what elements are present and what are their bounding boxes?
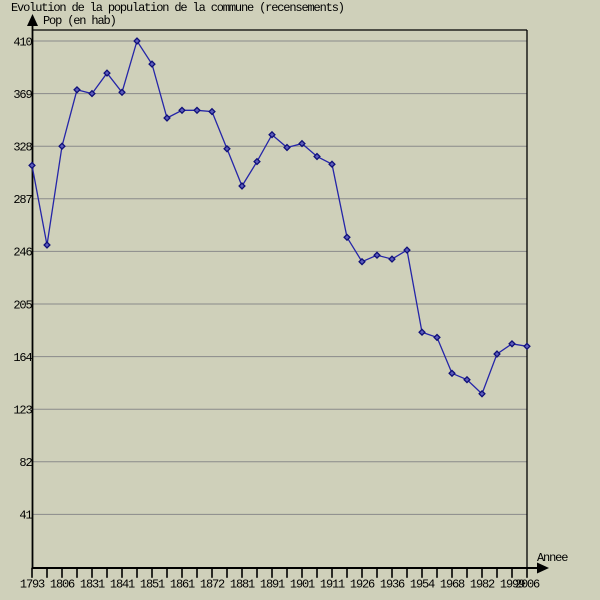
svg-text:41: 41: [19, 509, 32, 523]
svg-text:164: 164: [13, 351, 32, 365]
svg-text:Evolution de la population de: Evolution de la population de la commune…: [11, 1, 344, 15]
svg-text:1872: 1872: [200, 578, 225, 592]
svg-text:1968: 1968: [440, 578, 465, 592]
svg-text:Pop (en hab): Pop (en hab): [43, 14, 116, 28]
svg-text:410: 410: [13, 35, 32, 49]
svg-text:1831: 1831: [80, 578, 105, 592]
svg-text:328: 328: [13, 141, 32, 155]
svg-text:1881: 1881: [230, 578, 255, 592]
svg-text:1806: 1806: [50, 578, 75, 592]
svg-text:1926: 1926: [350, 578, 375, 592]
svg-text:205: 205: [13, 298, 32, 312]
svg-text:1851: 1851: [140, 578, 165, 592]
svg-text:1861: 1861: [170, 578, 195, 592]
svg-text:1891: 1891: [260, 578, 285, 592]
svg-text:1954: 1954: [410, 578, 435, 592]
svg-text:82: 82: [19, 456, 32, 470]
svg-text:1936: 1936: [380, 578, 405, 592]
svg-text:Annee: Annee: [537, 551, 568, 565]
svg-text:1982: 1982: [470, 578, 495, 592]
svg-text:123: 123: [13, 404, 32, 418]
svg-text:1901: 1901: [290, 578, 315, 592]
svg-text:369: 369: [13, 88, 32, 102]
svg-text:2006: 2006: [515, 578, 540, 592]
svg-text:287: 287: [13, 193, 32, 207]
svg-text:1793: 1793: [20, 578, 45, 592]
svg-text:1841: 1841: [110, 578, 135, 592]
svg-text:246: 246: [13, 246, 32, 260]
svg-text:1999: 1999: [500, 578, 525, 592]
svg-text:1911: 1911: [320, 578, 345, 592]
